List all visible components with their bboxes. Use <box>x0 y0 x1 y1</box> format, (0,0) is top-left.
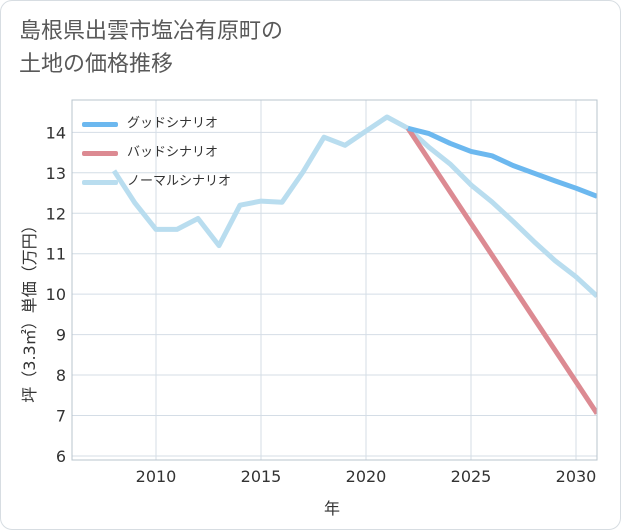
series-lines <box>111 114 597 415</box>
y-tick-label: 13 <box>46 164 66 183</box>
chart-title: 島根県出雲市塩冶有原町の 土地の価格推移 <box>19 15 439 81</box>
x-axis-label: 年 <box>323 499 340 518</box>
y-axis-label: 坪（3.3㎡）単価（万円） <box>20 217 39 403</box>
axis-ticks: 6 7 8 9 10 11 12 13 14 2010 2015 2020 2025 2030 <box>46 123 597 486</box>
y-tick-label: 6 <box>56 447 66 466</box>
x-tick-label: 2020 <box>346 467 387 486</box>
plot-border <box>71 99 598 461</box>
grid <box>72 100 597 460</box>
legend-label-good: グッドシナリオ <box>127 116 219 131</box>
x-tick-label: 2010 <box>136 467 177 486</box>
series-bad-line <box>405 126 597 415</box>
y-tick-label: 11 <box>46 245 66 264</box>
legend-swatch-normal <box>82 180 118 185</box>
legend-label-bad: バッドシナリオ <box>127 145 219 160</box>
y-tick-label: 7 <box>56 407 66 426</box>
y-tick-label: 8 <box>56 366 66 385</box>
series-normal-line <box>111 114 597 299</box>
y-tick-label: 10 <box>46 285 66 304</box>
y-tick-label: 12 <box>46 204 66 223</box>
legend-swatch-bad <box>82 151 118 156</box>
legend-label-normal: ノーマルシナリオ <box>127 174 232 189</box>
y-tick-label: 14 <box>46 123 66 142</box>
x-tick-label: 2025 <box>451 467 492 486</box>
x-tick-label: 2030 <box>556 467 597 486</box>
x-tick-label: 2015 <box>241 467 282 486</box>
series-good-line <box>407 125 597 199</box>
title-line-1: 島根県出雲市塩冶有原町の <box>19 19 284 44</box>
y-tick-label: 9 <box>56 326 66 345</box>
legend-swatch-good <box>82 122 118 127</box>
title-line-2: 土地の価格推移 <box>19 52 174 77</box>
